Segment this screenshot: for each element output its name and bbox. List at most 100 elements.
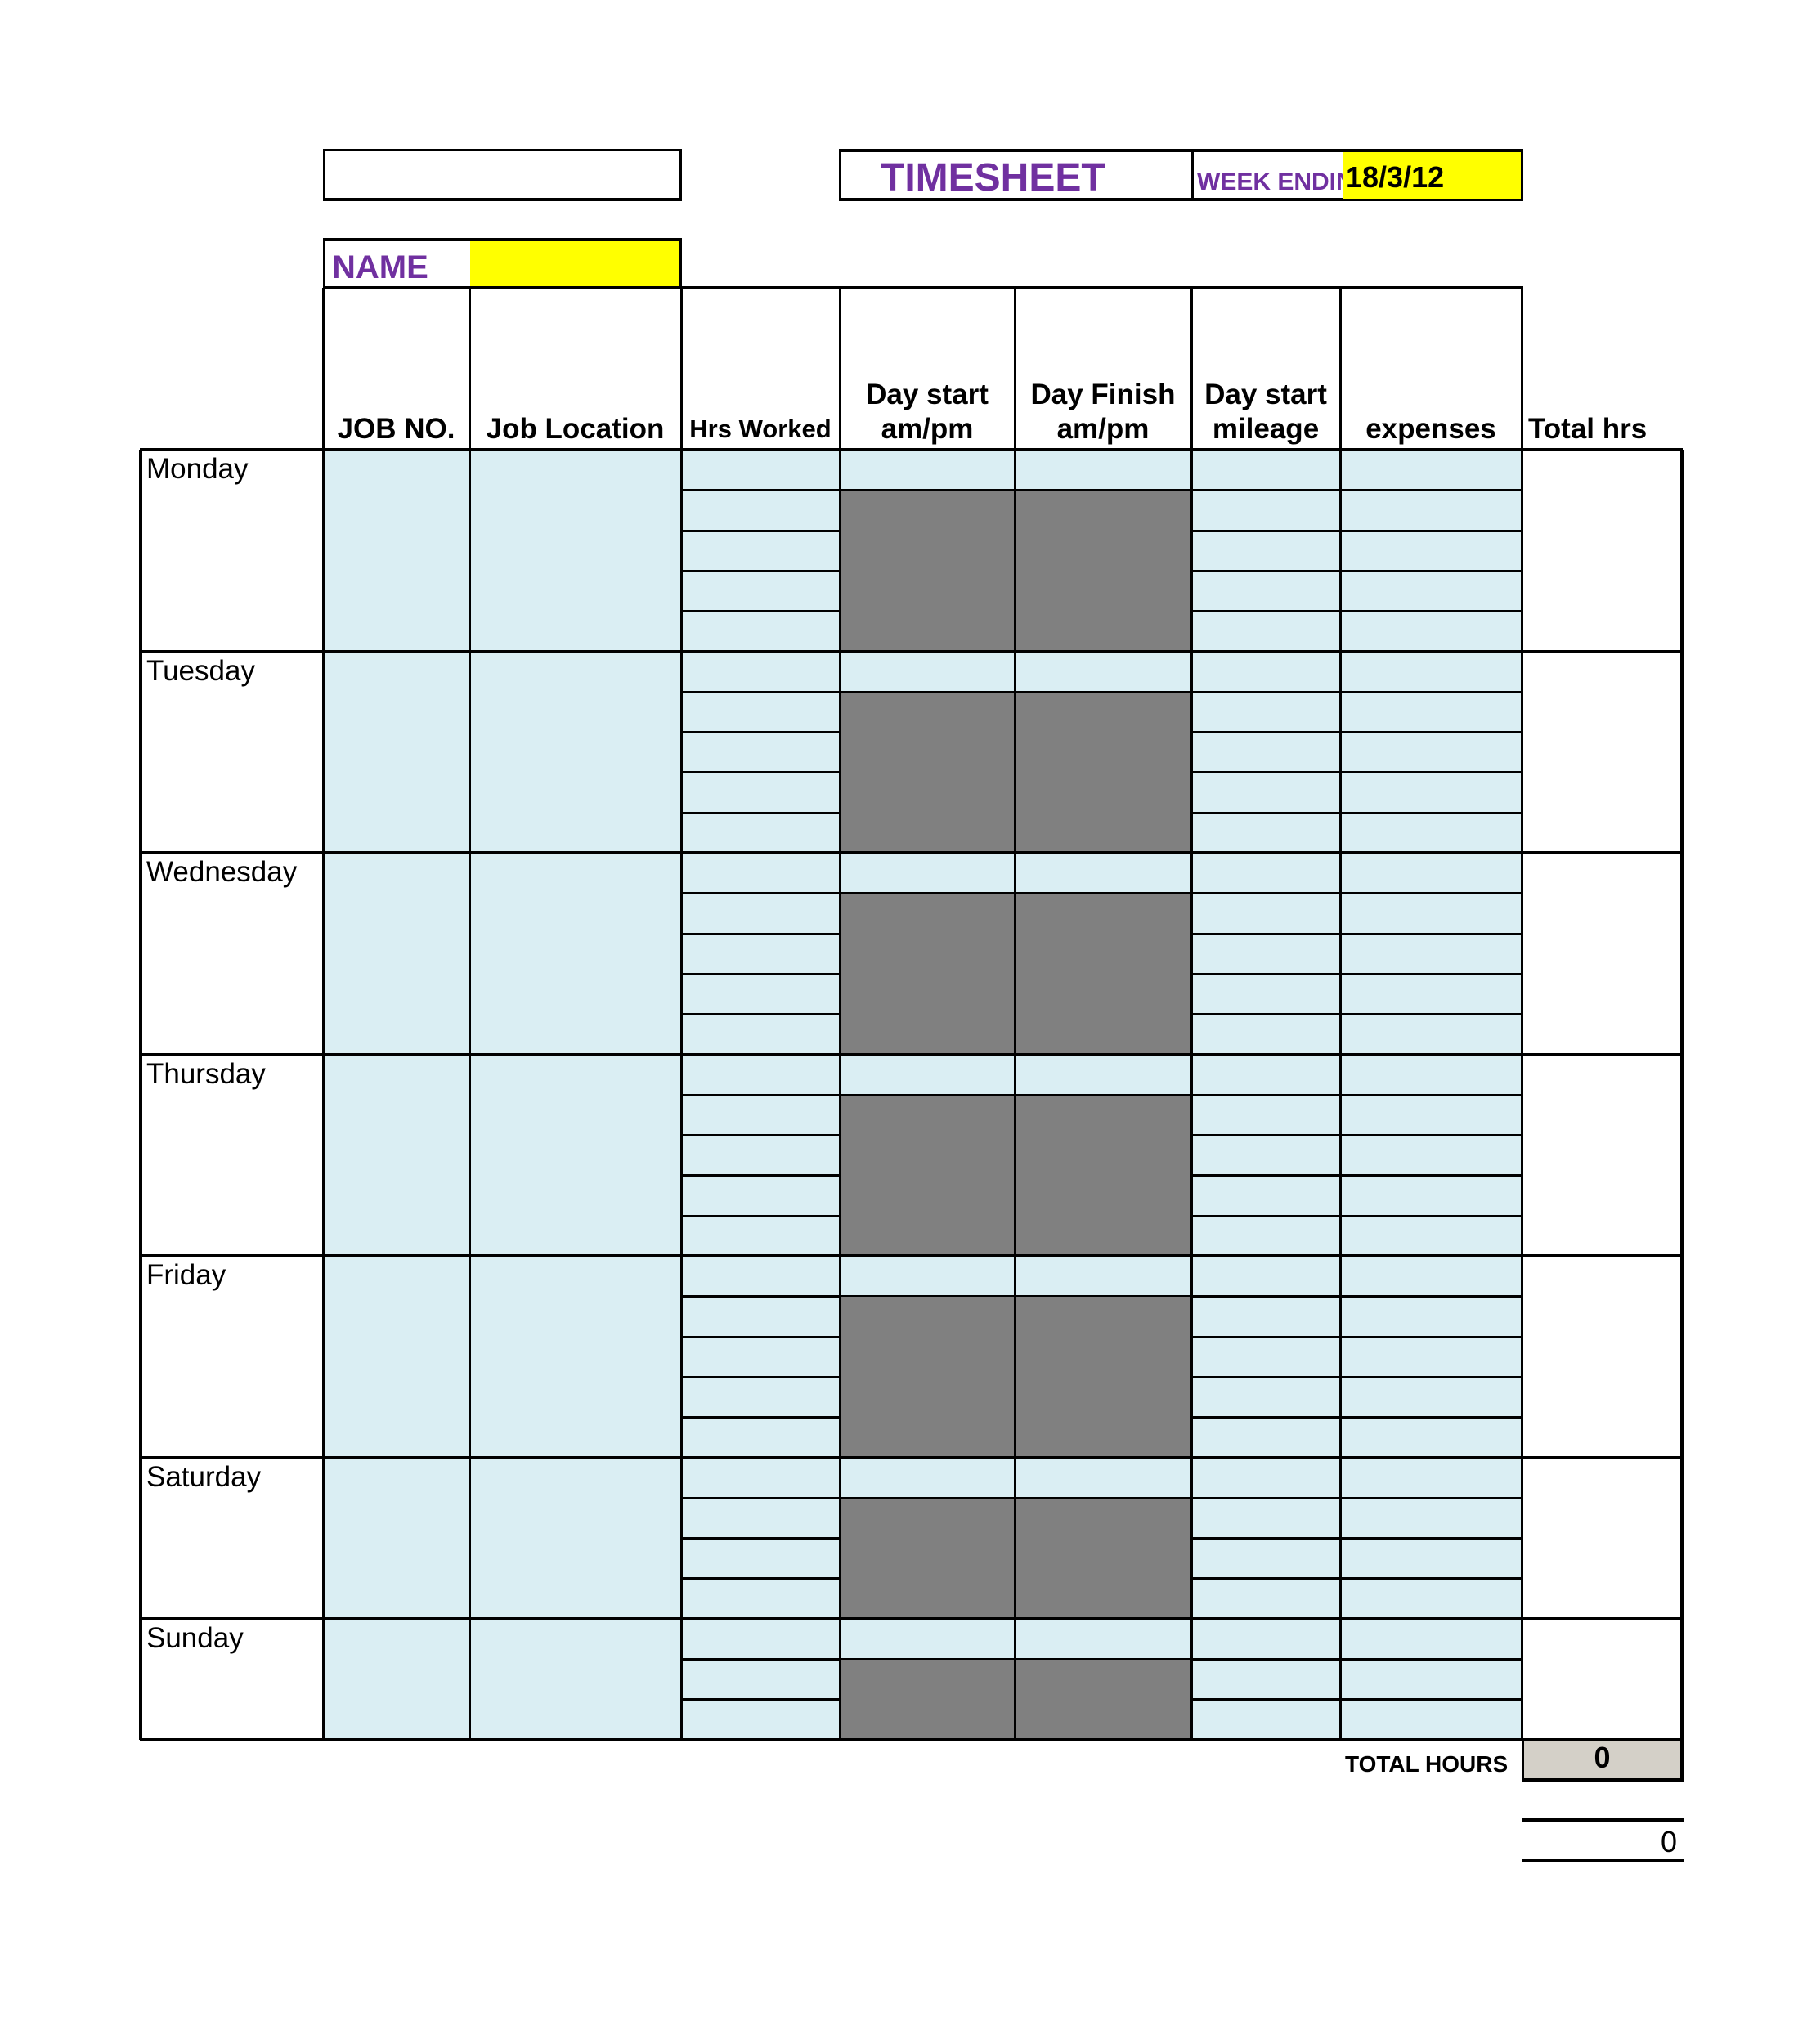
hrs-worked-cell[interactable] [681, 893, 840, 934]
top-left-field[interactable] [323, 149, 682, 201]
job-no-cell[interactable] [323, 1618, 469, 1740]
expenses-cell[interactable] [1340, 1659, 1522, 1700]
expenses-cell[interactable] [1340, 853, 1522, 894]
job-location-cell[interactable] [469, 1618, 681, 1740]
expenses-cell[interactable] [1340, 812, 1522, 853]
hrs-worked-cell[interactable] [681, 812, 840, 853]
hrs-worked-cell[interactable] [681, 1054, 840, 1095]
expenses-cell[interactable] [1340, 691, 1522, 733]
job-no-cell[interactable] [323, 651, 469, 853]
day-start-cell[interactable] [840, 450, 1015, 491]
mileage-cell[interactable] [1191, 1376, 1340, 1418]
day-start-cell[interactable] [840, 1457, 1015, 1498]
hrs-worked-cell[interactable] [681, 1376, 840, 1418]
mileage-cell[interactable] [1191, 1417, 1340, 1458]
mileage-cell[interactable] [1191, 1336, 1340, 1377]
hrs-worked-cell[interactable] [681, 1296, 840, 1337]
hrs-worked-cell[interactable] [681, 1215, 840, 1256]
mileage-cell[interactable] [1191, 1578, 1340, 1619]
name-field[interactable] [470, 241, 679, 289]
mileage-cell[interactable] [1191, 1014, 1340, 1055]
job-location-cell[interactable] [469, 1256, 681, 1458]
hrs-worked-cell[interactable] [681, 691, 840, 733]
expenses-cell[interactable] [1340, 1175, 1522, 1216]
day-start-cell[interactable] [840, 1054, 1015, 1095]
expenses-cell[interactable] [1340, 1135, 1522, 1176]
day-finish-cell[interactable] [1015, 1256, 1191, 1297]
job-no-cell[interactable] [323, 450, 469, 652]
expenses-cell[interactable] [1340, 1296, 1522, 1337]
hrs-worked-cell[interactable] [681, 450, 840, 491]
hrs-worked-cell[interactable] [681, 1256, 840, 1297]
expenses-cell[interactable] [1340, 973, 1522, 1015]
mileage-cell[interactable] [1191, 973, 1340, 1015]
mileage-cell[interactable] [1191, 1457, 1340, 1498]
hrs-worked-cell[interactable] [681, 1578, 840, 1619]
expenses-cell[interactable] [1340, 1215, 1522, 1256]
expenses-cell[interactable] [1340, 1457, 1522, 1498]
expenses-cell[interactable] [1340, 570, 1522, 612]
day-start-cell[interactable] [840, 1618, 1015, 1659]
job-location-cell[interactable] [469, 1457, 681, 1619]
day-finish-cell[interactable] [1015, 450, 1191, 491]
mileage-cell[interactable] [1191, 1256, 1340, 1297]
mileage-cell[interactable] [1191, 1538, 1340, 1579]
day-finish-cell[interactable] [1015, 1618, 1191, 1659]
expenses-cell[interactable] [1340, 651, 1522, 692]
expenses-cell[interactable] [1340, 530, 1522, 571]
job-no-cell[interactable] [323, 1054, 469, 1256]
hrs-worked-cell[interactable] [681, 651, 840, 692]
expenses-cell[interactable] [1340, 1618, 1522, 1659]
expenses-cell[interactable] [1340, 450, 1522, 491]
expenses-cell[interactable] [1340, 933, 1522, 974]
hrs-worked-cell[interactable] [681, 1135, 840, 1176]
expenses-cell[interactable] [1340, 1094, 1522, 1136]
mileage-cell[interactable] [1191, 893, 1340, 934]
hrs-worked-cell[interactable] [681, 772, 840, 813]
hrs-worked-cell[interactable] [681, 732, 840, 773]
day-finish-cell[interactable] [1015, 853, 1191, 894]
mileage-cell[interactable] [1191, 1699, 1340, 1740]
day-start-cell[interactable] [840, 1256, 1015, 1297]
mileage-cell[interactable] [1191, 772, 1340, 813]
expenses-cell[interactable] [1340, 1014, 1522, 1055]
day-finish-cell[interactable] [1015, 1054, 1191, 1095]
hrs-worked-cell[interactable] [681, 1457, 840, 1498]
hrs-worked-cell[interactable] [681, 1336, 840, 1377]
mileage-cell[interactable] [1191, 530, 1340, 571]
mileage-cell[interactable] [1191, 1094, 1340, 1136]
expenses-cell[interactable] [1340, 1417, 1522, 1458]
hrs-worked-cell[interactable] [681, 1497, 840, 1539]
job-location-cell[interactable] [469, 450, 681, 652]
day-finish-cell[interactable] [1015, 1457, 1191, 1498]
expenses-cell[interactable] [1340, 1336, 1522, 1377]
hrs-worked-cell[interactable] [681, 1175, 840, 1216]
day-finish-cell[interactable] [1015, 651, 1191, 692]
hrs-worked-cell[interactable] [681, 611, 840, 652]
mileage-cell[interactable] [1191, 570, 1340, 612]
hrs-worked-cell[interactable] [681, 853, 840, 894]
hrs-worked-cell[interactable] [681, 1659, 840, 1700]
hrs-worked-cell[interactable] [681, 973, 840, 1015]
expenses-cell[interactable] [1340, 1578, 1522, 1619]
expenses-cell[interactable] [1340, 772, 1522, 813]
mileage-cell[interactable] [1191, 450, 1340, 491]
hrs-worked-cell[interactable] [681, 490, 840, 531]
hrs-worked-cell[interactable] [681, 1094, 840, 1136]
mileage-cell[interactable] [1191, 611, 1340, 652]
mileage-cell[interactable] [1191, 812, 1340, 853]
expenses-cell[interactable] [1340, 1497, 1522, 1539]
week-ending-field[interactable]: 18/3/12 [1343, 152, 1521, 199]
mileage-cell[interactable] [1191, 1135, 1340, 1176]
mileage-cell[interactable] [1191, 490, 1340, 531]
expenses-cell[interactable] [1340, 1376, 1522, 1418]
mileage-cell[interactable] [1191, 933, 1340, 974]
job-location-cell[interactable] [469, 853, 681, 1055]
mileage-cell[interactable] [1191, 1215, 1340, 1256]
expenses-cell[interactable] [1340, 490, 1522, 531]
mileage-cell[interactable] [1191, 691, 1340, 733]
job-no-cell[interactable] [323, 1457, 469, 1619]
mileage-cell[interactable] [1191, 651, 1340, 692]
hrs-worked-cell[interactable] [681, 933, 840, 974]
job-no-cell[interactable] [323, 1256, 469, 1458]
